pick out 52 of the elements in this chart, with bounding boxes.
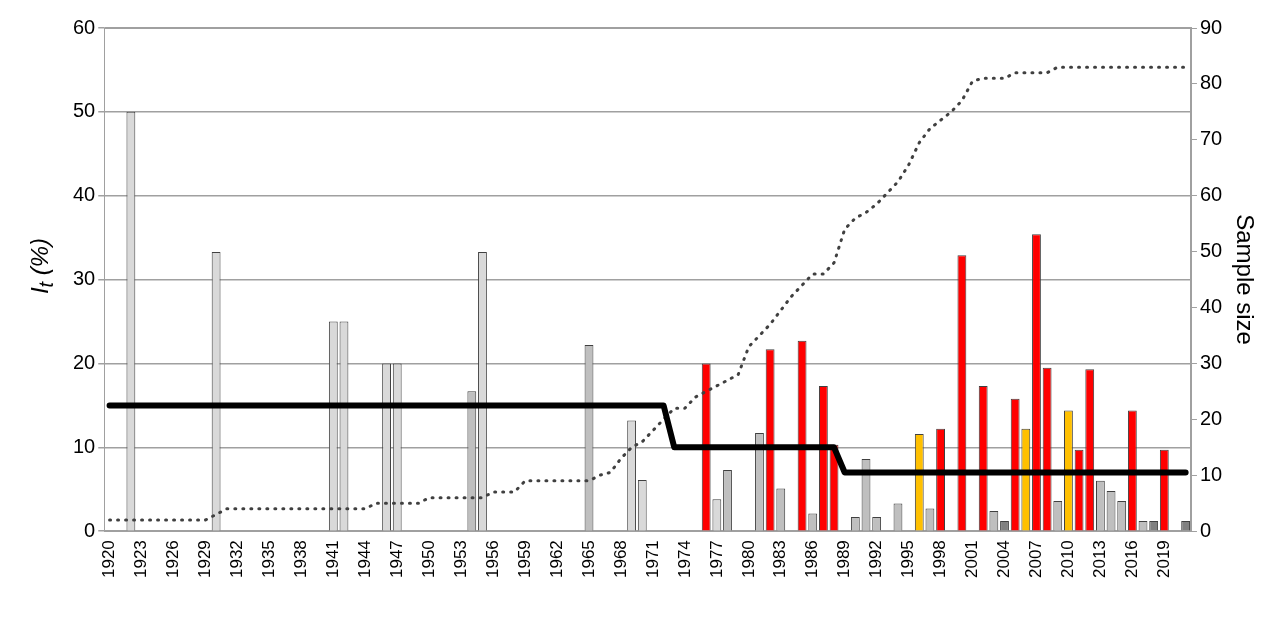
x-tick-label: 2016 [1122,540,1142,579]
x-tick-label: 1935 [259,540,279,579]
y2-tick-label: 70 [1199,127,1223,150]
x-tick-label: 1941 [322,540,342,579]
y2-tick-label: 30 [1199,350,1223,373]
x-tick-label: 1947 [386,540,406,579]
y2-tick-label: 0 [1199,518,1212,541]
x-tick-label: 1938 [291,540,311,579]
x-tick-label: 2013 [1090,540,1110,579]
y-tick-label: 10 [73,434,96,457]
x-tick-label: 1968 [610,540,630,579]
y2-tick-label: 60 [1199,183,1223,206]
x-tick-label: 1932 [227,540,247,579]
x-tick-label: 1956 [482,540,502,579]
x-tick-label: 1980 [738,540,758,579]
y2-tick-label: 10 [1199,462,1223,485]
y-tick-label: 40 [73,183,96,206]
x-tick-label: 1986 [802,540,822,579]
x-tick-label: 1971 [642,540,662,579]
x-tick-label: 1923 [131,540,151,579]
x-tick-label: 1962 [546,540,566,579]
x-tick-label: 2007 [1026,540,1046,579]
x-tick-label: 1953 [450,540,470,579]
y2-tick-label: 50 [1199,239,1223,262]
x-tick-label: 1977 [706,540,726,579]
x-tick-label: 1983 [770,540,790,579]
x-tick-label: 1989 [834,540,854,579]
y-tick-label: 20 [73,350,96,373]
x-tick-label: 2010 [1058,540,1078,579]
y-tick-label: 0 [84,518,96,541]
y2-tick-label: 90 [1199,15,1223,38]
x-tick-label: 2019 [1154,540,1174,579]
y2-tick-label: 80 [1199,71,1223,94]
y-tick-label: 60 [73,15,96,38]
x-tick-label: 1950 [418,540,438,579]
x-tick-label: 1944 [354,540,374,579]
y2-tick-label: 40 [1199,295,1223,318]
x-tick-label: 2001 [962,540,982,579]
x-tick-label: 1995 [898,540,918,579]
x-tick-label: 1920 [99,540,119,579]
x-tick-label: 1974 [674,540,694,579]
x-tick-label: 1959 [514,540,534,579]
y2-tick-label: 20 [1199,406,1223,429]
x-tick-label: 2004 [994,540,1014,579]
x-tick-label: 1926 [163,540,183,579]
x-tick-label: 1965 [578,540,598,579]
y-tick-label: 50 [73,99,96,122]
y2-axis-title: Sample size [1231,214,1259,345]
y-tick-label: 30 [73,267,96,290]
x-tick-label: 1998 [930,540,950,579]
x-tick-label: 1929 [195,540,215,579]
x-tick-label: 1992 [866,540,886,579]
